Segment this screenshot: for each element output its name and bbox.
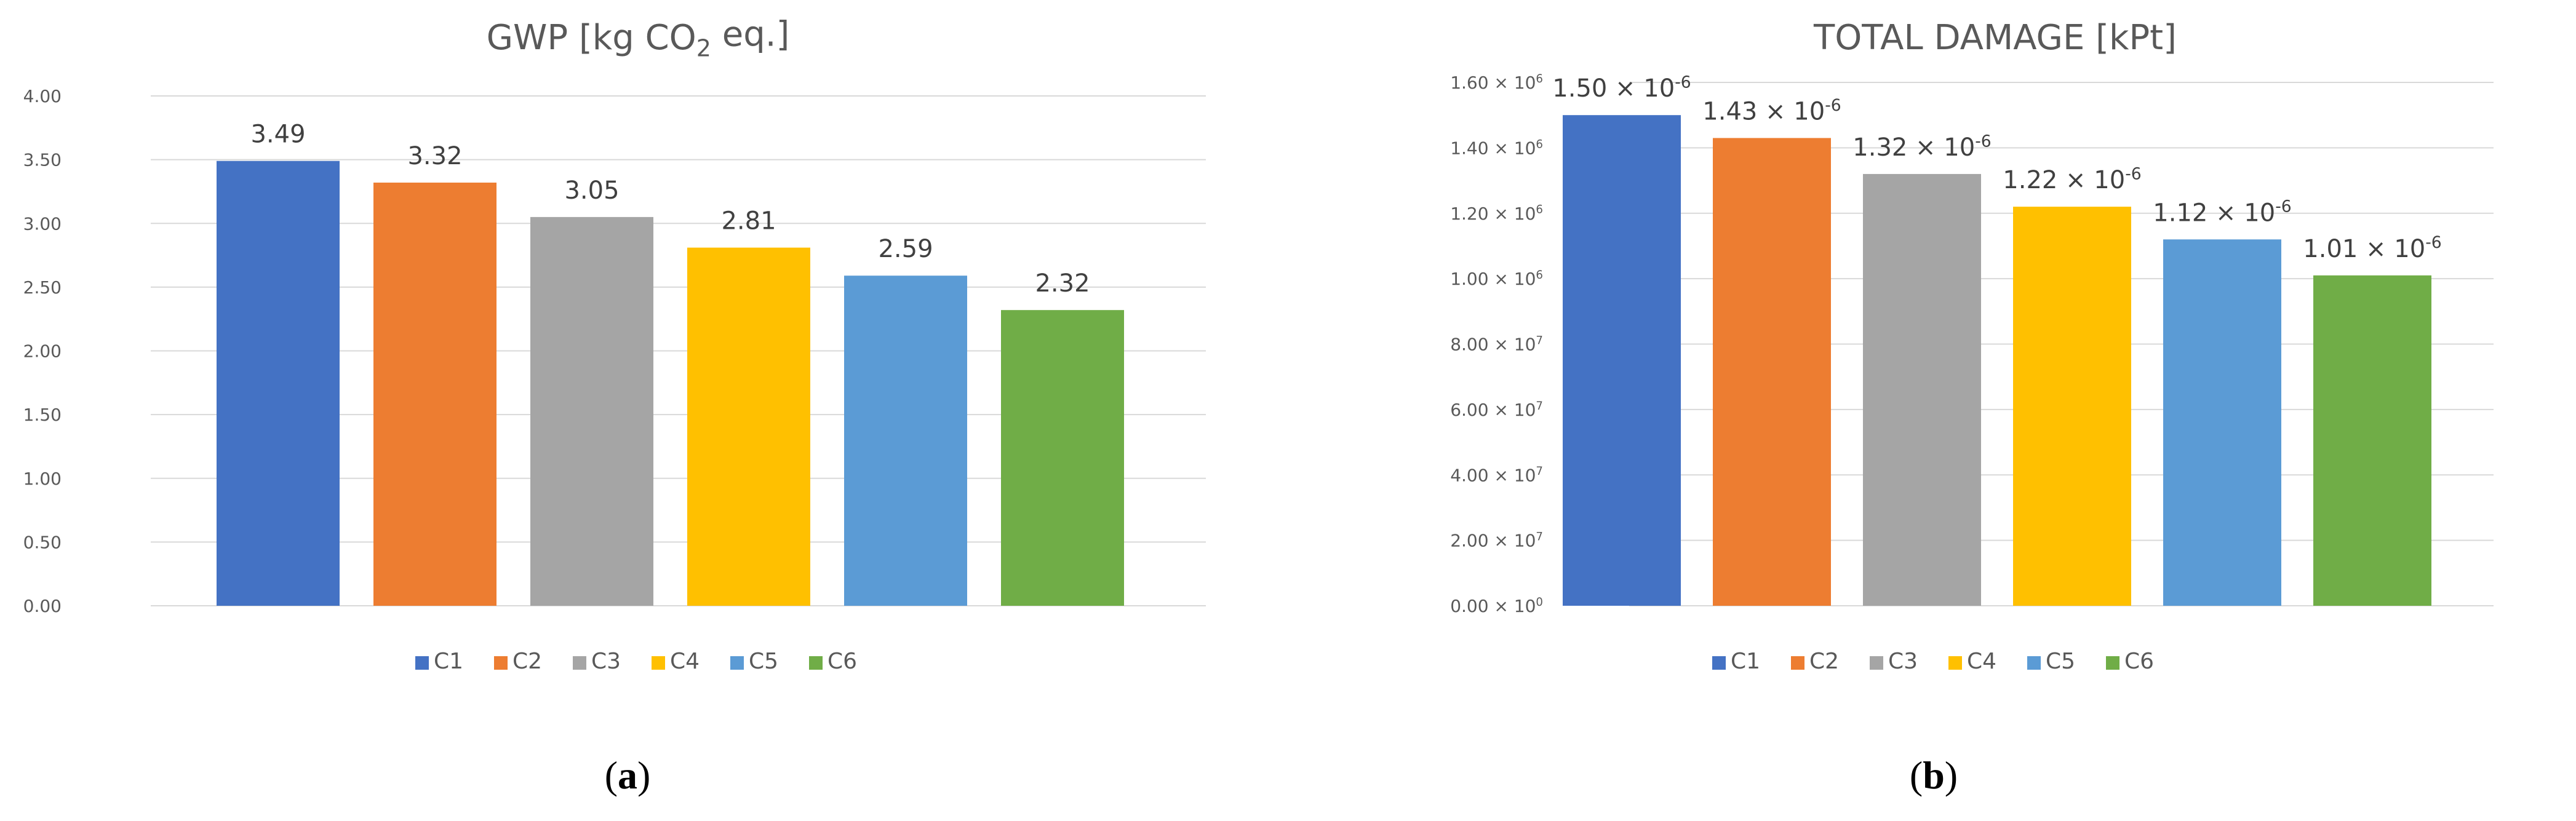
legend-label: C3 <box>1888 649 1918 674</box>
data-label: 3.49 <box>250 121 305 149</box>
chart-title: TOTAL DAMAGE [kPt] <box>1813 18 2177 58</box>
legend-swatch-c3 <box>1870 656 1883 670</box>
y-tick-label: 1.20 × 106 <box>1450 204 1543 224</box>
legend-label: C5 <box>2046 649 2075 674</box>
legend-label: C6 <box>2124 649 2154 674</box>
legend-label: C1 <box>1731 649 1760 674</box>
bar-c3 <box>1863 173 1981 606</box>
legend-swatch-c5 <box>730 656 744 670</box>
y-tick-label: 4.00 <box>23 86 62 106</box>
bar-c2 <box>373 182 496 606</box>
bar-c2 <box>1713 138 1831 606</box>
data-label: 1.50 × 10-6 <box>1552 73 1691 103</box>
data-label: 1.22 × 10-6 <box>2003 164 2141 194</box>
legend-label: C2 <box>1809 649 1839 674</box>
y-tick-label: 1.00 <box>23 469 62 489</box>
legend-label: C2 <box>512 649 542 674</box>
y-tick-label: 1.40 × 106 <box>1450 138 1543 158</box>
legend-swatch-c1 <box>415 656 429 670</box>
gwp-chart: GWP [kg CO2 eq.] 0.00 0.50 1.00 1.50 2.00 2.50… <box>23 15 1206 797</box>
y-tick-label: 0.00 × 100 <box>1450 596 1543 616</box>
y-tick-label: 8.00 × 107 <box>1450 334 1543 354</box>
bar-c1 <box>217 161 340 606</box>
bar-c6 <box>1001 310 1124 606</box>
legend-swatch-c4 <box>1948 656 1962 670</box>
data-label: 1.43 × 10-6 <box>1702 96 1841 126</box>
data-label: 1.12 × 10-6 <box>2153 197 2291 228</box>
panel-caption: (a) <box>605 753 651 797</box>
data-label: 2.59 <box>878 235 933 263</box>
y-tick-label: 1.60 × 106 <box>1450 73 1543 93</box>
legend-label: C4 <box>1967 649 1996 674</box>
legend-label: C5 <box>749 649 778 674</box>
legend-swatch-c5 <box>2027 656 2041 670</box>
chart-panel-b: TOTAL DAMAGE [kPt] 0.00 × 100 2.00 × 107 4.… <box>1288 0 2576 821</box>
data-label: 3.05 <box>564 176 619 205</box>
legend-label: C6 <box>827 649 857 674</box>
legend-swatch-c2 <box>1791 656 1804 670</box>
legend-swatch-c6 <box>2106 656 2119 670</box>
y-tick-label: 1.50 <box>23 405 62 425</box>
legend-swatch-c6 <box>809 656 823 670</box>
y-tick-label: 2.50 <box>23 277 62 298</box>
chart-panel-a: GWP [kg CO2 eq.] 0.00 0.50 1.00 1.50 2.00 2.50… <box>23 15 1206 797</box>
legend-label: C3 <box>591 649 621 674</box>
data-label: 2.81 <box>721 207 776 236</box>
y-tick-label: 0.00 <box>23 596 62 616</box>
legend-swatch-c4 <box>652 656 665 670</box>
chart-title: GWP [kg CO2 eq.] <box>487 15 790 62</box>
y-tick-label: 0.50 <box>23 532 62 552</box>
data-label: 1.01 × 10-6 <box>2303 233 2441 263</box>
legend-swatch-c2 <box>494 656 508 670</box>
bar-c4 <box>2013 207 2131 606</box>
y-tick-label: 6.00 × 107 <box>1450 400 1543 420</box>
y-tick-label: 1.00 × 106 <box>1450 269 1543 289</box>
bar-c1 <box>1563 115 1681 606</box>
legend-swatch-c1 <box>1712 656 1726 670</box>
bar-c3 <box>530 216 653 606</box>
y-tick-label: 2.00 × 107 <box>1450 531 1543 551</box>
data-label: 3.32 <box>407 142 462 170</box>
total-damage-chart: TOTAL DAMAGE [kPt] 0.00 × 100 2.00 × 107 4.… <box>1450 18 2494 797</box>
y-tick-label: 4.00 × 107 <box>1450 465 1543 485</box>
data-label: 1.32 × 10-6 <box>1852 132 1991 162</box>
panel-caption: (b) <box>1910 753 1958 797</box>
bar-c5 <box>2163 239 2281 606</box>
bar-c4 <box>687 247 810 606</box>
bar-c5 <box>844 276 967 606</box>
data-label: 2.32 <box>1035 269 1090 298</box>
bar-c6 <box>2313 275 2431 606</box>
y-tick-label: 3.00 <box>23 213 62 234</box>
y-tick-label: 2.00 <box>23 341 62 362</box>
legend-label: C1 <box>434 649 463 674</box>
legend-swatch-c3 <box>573 656 586 670</box>
legend-label: C4 <box>670 649 700 674</box>
y-tick-label: 3.50 <box>23 150 62 170</box>
